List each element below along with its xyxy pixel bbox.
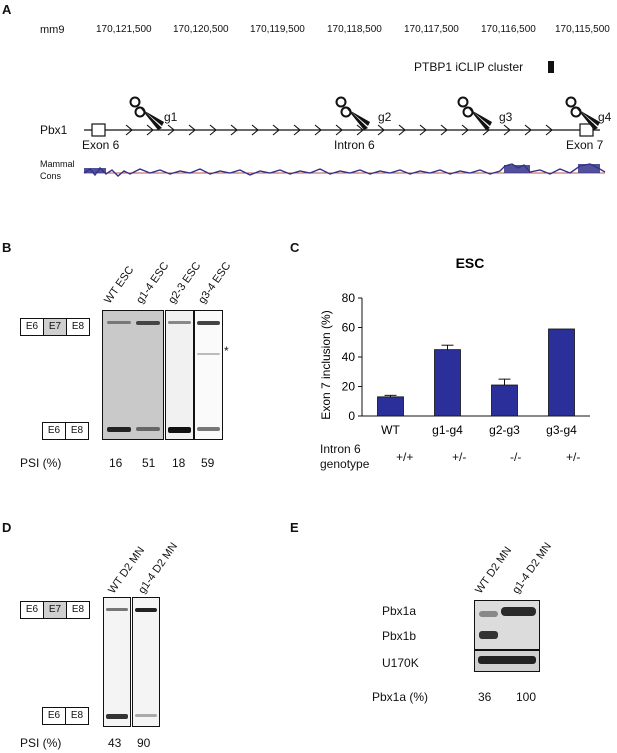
genome-label: mm9 — [40, 24, 65, 36]
lane-label: g1-4 D2 MN — [510, 540, 555, 596]
panel-d-letter: D — [2, 520, 12, 535]
genotype-value: +/- — [452, 450, 467, 464]
coordinate-tick: 170,120,500 — [173, 24, 229, 35]
exon7-box — [579, 123, 594, 137]
panel-e-letter: E — [290, 520, 299, 535]
psi-value: 90 — [137, 736, 151, 750]
pbx1a-quant-value: 100 — [516, 690, 537, 704]
western-blot-loading-control — [474, 650, 540, 672]
psi-value: 51 — [142, 456, 156, 470]
conservation-track — [83, 163, 606, 177]
exon-box: E6 — [43, 708, 66, 724]
western-blot-image — [474, 600, 540, 650]
iclip-cluster-mark — [548, 61, 554, 73]
intron6-label: Intron 6 — [334, 138, 375, 152]
exon-box: E7 — [44, 602, 67, 618]
psi-label: PSI (%) — [20, 736, 62, 750]
conservation-label-line: Mammal — [40, 159, 75, 169]
scissors-icon — [565, 96, 600, 130]
guide-label-g1: g1 — [164, 110, 178, 124]
genotype-value: -/- — [510, 450, 522, 464]
exon-box: E7 — [44, 319, 67, 335]
exon7-label: Exon 7 — [566, 138, 604, 152]
chart-title: ESC — [456, 255, 485, 271]
x-tick-label: g2-g3 — [489, 423, 520, 437]
gene-track-svg — [83, 96, 606, 177]
bar — [377, 396, 404, 417]
scissors-icon — [129, 96, 164, 130]
bar-chart: ESC Exon 7 inclusion (%) 0 20 40 60 80 WT g1-g… — [319, 255, 590, 437]
isoform-skipping-diagram: E6 E8 — [42, 422, 89, 440]
psi-value: 18 — [172, 456, 186, 470]
gel-image — [194, 310, 223, 440]
isoform-inclusion-diagram: E6 E7 E8 — [20, 601, 90, 619]
gel-image — [165, 310, 194, 440]
psi-label: PSI (%) — [20, 456, 62, 470]
blot-label: U170K — [382, 656, 419, 670]
bar — [434, 349, 461, 417]
y-tick-label: 80 — [342, 291, 356, 305]
lane-label: WT ESC — [102, 264, 137, 306]
gel-image — [102, 310, 164, 440]
coordinate-tick: 170,121,500 — [96, 24, 152, 35]
exon-box: E8 — [70, 710, 84, 721]
x-tick-label: g3-g4 — [546, 423, 577, 437]
coordinate-tick: 170,119,500 — [250, 24, 305, 35]
gel-image — [132, 597, 160, 727]
conservation-label-line: Cons — [40, 171, 62, 181]
coordinate-tick: 170,117,500 — [404, 24, 459, 35]
coordinate-tick: 170,116,500 — [481, 24, 536, 35]
genotype-row-label: Intron 6 genotype — [320, 442, 369, 472]
exon-box: E6 — [43, 423, 66, 439]
exon-box: E8 — [71, 604, 85, 615]
psi-value: 43 — [108, 736, 122, 750]
coordinate-tick: 170,118,500 — [327, 24, 382, 35]
isoform-skipping-diagram: E6 E8 — [42, 707, 89, 725]
panel-a-letter: A — [2, 2, 12, 17]
intron-arrows — [125, 124, 553, 136]
guide-label-g2: g2 — [378, 110, 392, 124]
guide-label-g3: g3 — [499, 110, 513, 124]
exon-box: E8 — [70, 425, 84, 436]
y-tick-label: 20 — [342, 380, 356, 394]
y-axis-label: Exon 7 inclusion (%) — [319, 310, 333, 419]
exon-box: E8 — [71, 321, 85, 332]
nonspecific-band-asterisk: * — [224, 344, 229, 358]
coordinate-tick: 170,115,500 — [555, 24, 610, 35]
genotype-value: +/- — [566, 450, 581, 464]
pbx1a-quant-label: Pbx1a (%) — [372, 690, 429, 704]
exon6-label: Exon 6 — [82, 138, 120, 152]
y-tick-label: 60 — [342, 321, 356, 335]
x-tick-label: g1-g4 — [432, 423, 463, 437]
scissors-icon — [335, 96, 370, 130]
gel-image — [103, 597, 131, 727]
lane-label: WT D2 MN — [473, 544, 515, 596]
y-tick-label: 0 — [348, 409, 355, 423]
panel-b-letter: B — [2, 240, 12, 255]
y-tick-label: 40 — [342, 350, 356, 364]
conservation-label: Mammal Cons — [40, 158, 75, 182]
iclip-cluster-label: PTBP1 iCLIP cluster — [414, 60, 524, 74]
bar — [491, 384, 518, 417]
genotype-row-label-line: Intron 6 — [320, 442, 361, 456]
isoform-inclusion-diagram: E6 E7 E8 — [20, 318, 90, 336]
genotype-value: +/+ — [396, 450, 414, 464]
bar — [548, 328, 575, 417]
gene-label: Pbx1 — [40, 123, 68, 137]
blot-label: Pbx1b — [382, 629, 417, 643]
guide-label-g4: g4 — [598, 110, 612, 124]
panel-c-letter: C — [290, 240, 300, 255]
psi-value: 16 — [109, 456, 123, 470]
psi-value: 59 — [201, 456, 215, 470]
genotype-row-label-line: genotype — [320, 457, 370, 471]
pbx1a-quant-value: 36 — [478, 690, 492, 704]
exon-box: E6 — [21, 602, 44, 618]
exon6-box — [91, 123, 106, 137]
scissors-icon — [457, 96, 492, 130]
x-tick-label: WT — [381, 423, 400, 437]
exon-box: E6 — [21, 319, 44, 335]
blot-label: Pbx1a — [382, 604, 417, 618]
